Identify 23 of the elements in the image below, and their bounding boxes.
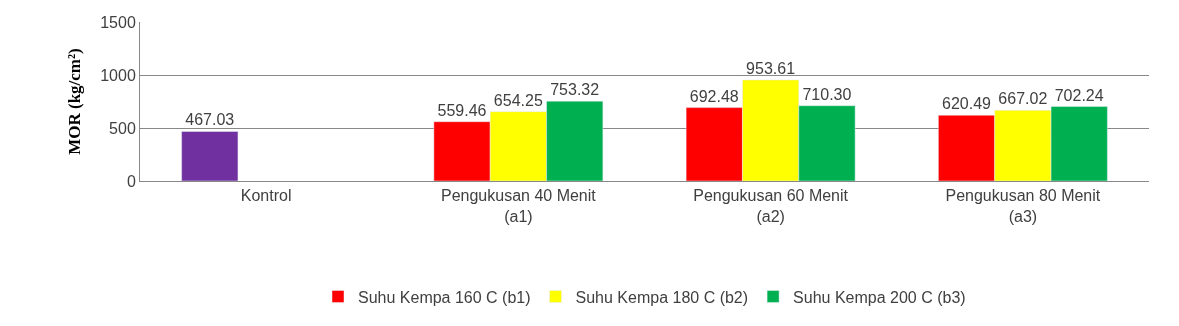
y-tick-label: 1000 bbox=[100, 66, 136, 84]
data-label: 702.24 bbox=[1054, 86, 1104, 104]
legend-label: Suhu Kempa 200 C (b3) bbox=[793, 288, 966, 306]
data-label: 654.25 bbox=[493, 91, 543, 109]
data-label: 753.32 bbox=[550, 81, 600, 99]
data-label: 620.49 bbox=[942, 95, 992, 113]
data-label: 710.30 bbox=[802, 85, 852, 103]
data-label: 953.61 bbox=[746, 59, 796, 77]
x-tick-label: Pengukusan 60 Menit (a2) bbox=[693, 187, 849, 225]
bar bbox=[181, 131, 239, 181]
y-axis-title: MOR (kg/cm²) bbox=[64, 48, 84, 155]
x-tick-label: Kontrol bbox=[240, 187, 292, 205]
legend-label: Suhu Kempa 160 C (b1) bbox=[358, 288, 531, 306]
y-tick-label: 1500 bbox=[100, 13, 136, 31]
data-label: 467.03 bbox=[185, 111, 235, 129]
data-label: 692.48 bbox=[689, 87, 739, 105]
x-tick-label: Pengukusan 40 Menit (a1) bbox=[440, 187, 597, 225]
x-tick-label: Pengukusan 80 Menit (a3) bbox=[945, 187, 1101, 225]
legend-label: Suhu Kempa 180 C (b2) bbox=[575, 288, 749, 306]
y-tick-label: 500 bbox=[109, 119, 136, 137]
y-tick-label: 0 bbox=[126, 172, 136, 190]
data-label: 667.02 bbox=[998, 90, 1048, 108]
data-label: 559.46 bbox=[437, 101, 487, 119]
